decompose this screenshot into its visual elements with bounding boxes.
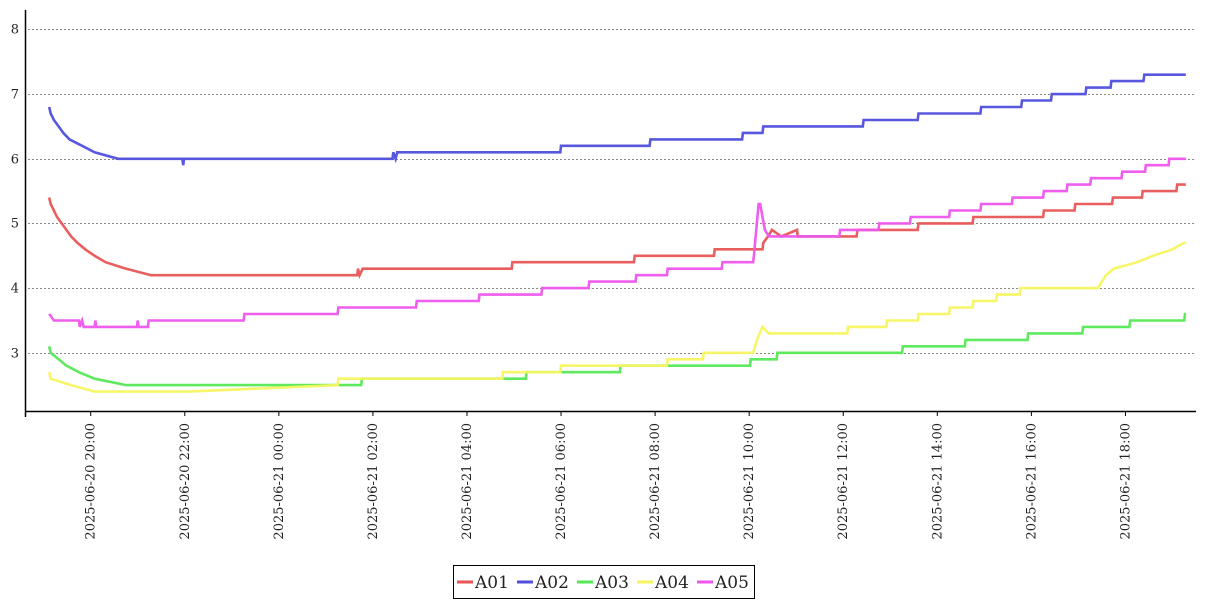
x-tick-label: 2025-06-21 06:00 <box>554 423 569 540</box>
y-tick-label: 3 <box>11 347 19 362</box>
legend[interactable]: A01 A02 A03 A04 A05 <box>453 565 755 599</box>
y-tick-label: 6 <box>11 153 19 168</box>
x-tick-label: 2025-06-21 14:00 <box>930 423 945 540</box>
x-tick-label: 2025-06-21 12:00 <box>836 423 851 540</box>
y-tick-label: 4 <box>11 282 19 297</box>
series-line-a04 <box>47 241 1186 393</box>
y-tick-label: 7 <box>11 88 19 103</box>
y-tick-label: 8 <box>11 23 19 38</box>
y-tick-label: 5 <box>11 217 19 232</box>
x-tick-label: 2025-06-20 22:00 <box>178 423 193 540</box>
x-tick-label: 2025-06-21 16:00 <box>1024 423 1039 540</box>
x-tick-label: 2025-06-21 08:00 <box>648 423 663 540</box>
x-tick-label: 2025-06-21 00:00 <box>272 423 287 540</box>
x-tick-label: 2025-06-21 02:00 <box>366 423 381 540</box>
grid <box>28 29 1196 354</box>
x-tick-label: 2025-06-21 18:00 <box>1118 423 1133 540</box>
series-lines <box>47 73 1187 393</box>
x-tick-label: 2025-06-21 04:00 <box>460 423 475 540</box>
series-line-a03 <box>47 312 1187 387</box>
legend-label-a04[interactable]: A04 <box>654 573 689 593</box>
legend-label-a05[interactable]: A05 <box>714 573 749 593</box>
x-tick-label: 2025-06-21 10:00 <box>742 423 757 540</box>
series-line-a05 <box>48 157 1186 329</box>
axes: 3 4 5 6 7 8 2025-06-20 20:00 2025-06-20 22:00 20… <box>11 10 1196 540</box>
legend-label-a02[interactable]: A02 <box>534 573 569 593</box>
x-tick-label: 2025-06-20 20:00 <box>84 423 99 540</box>
legend-label-a03[interactable]: A03 <box>594 573 629 593</box>
series-line-a02 <box>47 73 1186 166</box>
series-line-a01 <box>47 183 1186 280</box>
legend-label-a01[interactable]: A01 <box>474 573 509 593</box>
